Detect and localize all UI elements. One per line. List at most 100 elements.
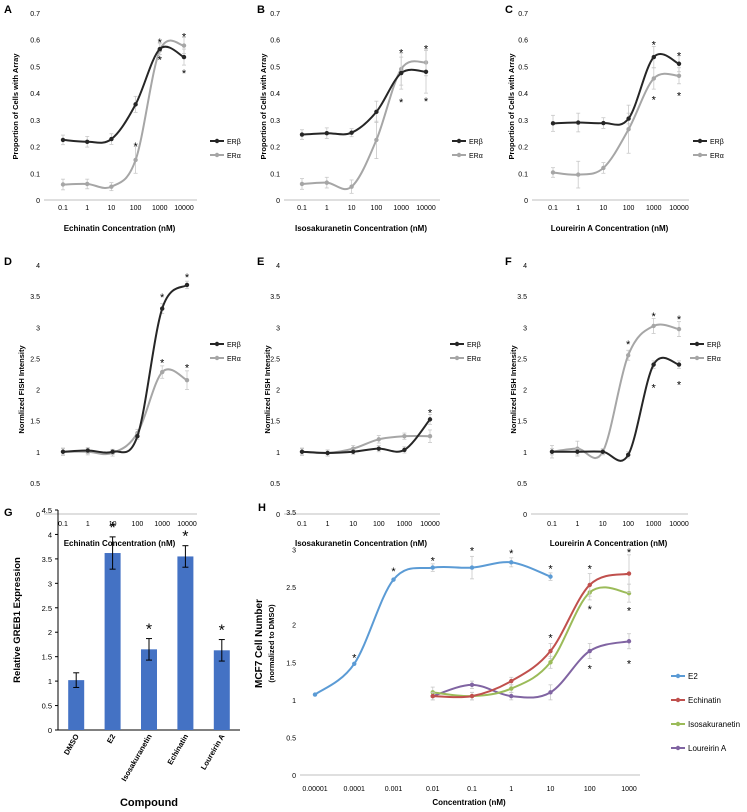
significance-mark: * <box>431 555 436 567</box>
bar <box>68 680 85 730</box>
y-tick-label: 2.5 <box>286 585 296 592</box>
x-tick-label: 10 <box>108 205 116 212</box>
data-point <box>184 282 190 288</box>
y-tick-label: 0.5 <box>30 64 40 71</box>
y-axis-title: Normlized FISH Intensity <box>263 345 272 434</box>
data-point <box>427 433 433 439</box>
x-axis-title: Echinatin Concentration (nM) <box>64 224 176 233</box>
series-line-Isosakuranetin <box>432 586 630 698</box>
series-line-ERα <box>551 323 680 459</box>
y-axis-title: Normlized FISH Intensity <box>17 345 26 434</box>
y-tick-label: 0.5 <box>517 481 527 488</box>
x-tick-label: 100 <box>584 786 596 793</box>
legend-label: ERβ <box>467 342 481 349</box>
data-point <box>60 137 66 143</box>
significance-mark: * <box>133 141 138 153</box>
y-tick-label: 0.6 <box>30 38 40 45</box>
panel-label-B: B <box>257 4 265 16</box>
x-tick-label: 1000 <box>152 205 168 212</box>
significance-mark: * <box>182 32 187 44</box>
data-point <box>325 450 330 456</box>
data-point <box>600 449 605 454</box>
legend-label: ERβ <box>469 139 483 146</box>
significance-mark: * <box>428 407 433 419</box>
data-point <box>548 690 553 695</box>
panel-D: D 0 0.5 1 1.5 2 2.5 3 3.5 4 0.1 1 10 100 1000 10000 Echi… <box>4 256 241 548</box>
data-point <box>651 362 656 367</box>
x-tick-label: 10000 <box>416 205 436 212</box>
x-tick-label: 10000 <box>669 521 689 528</box>
significance-mark: * <box>509 548 514 560</box>
significance-mark: * <box>185 272 190 284</box>
data-point <box>299 132 305 137</box>
significance-mark: * <box>651 311 656 323</box>
significance-mark: * <box>352 652 357 664</box>
data-point <box>676 61 682 66</box>
x-tick-label: 100 <box>623 205 635 212</box>
y-tick-label: 0.3 <box>270 118 280 125</box>
data-point <box>587 582 592 588</box>
data-point <box>324 180 329 185</box>
y-axis-subtitle: (normalized to DMSO) <box>267 604 276 683</box>
x-tick-label: 100 <box>373 521 385 528</box>
significance-mark: * <box>158 37 163 49</box>
significance-mark: * <box>677 314 682 326</box>
data-point <box>430 693 435 699</box>
data-point <box>423 69 429 74</box>
y-tick-label: 4 <box>276 263 280 270</box>
y-tick-label: 3 <box>48 579 52 588</box>
data-point <box>157 46 162 52</box>
x-tick-label: 10000 <box>669 205 689 212</box>
x-tick-label: 0.01 <box>426 786 440 793</box>
data-point <box>349 130 354 135</box>
x-tick-label: 10 <box>547 786 555 793</box>
series-line-ERα <box>62 39 185 189</box>
x-axis-title: Loureirin A Concentration (nM) <box>550 539 668 548</box>
y-tick-label: 4 <box>36 263 40 270</box>
x-tick-label: 1000 <box>621 786 637 793</box>
data-point <box>626 452 631 458</box>
data-point <box>133 157 138 163</box>
y-axis-title: Proportion of Cells with Array <box>11 53 20 160</box>
data-point <box>352 661 357 666</box>
data-point <box>181 54 187 60</box>
y-tick-label: 1.5 <box>30 419 40 426</box>
x-tick-label: 10 <box>349 521 357 528</box>
x-axis-title: Compound <box>120 797 178 809</box>
data-point <box>85 139 90 144</box>
data-point <box>430 565 435 570</box>
panel-H: H 0 0.5 1 1.5 2 2.5 3 3.5 0.00001 0.0001 0.001 0.01 0… <box>254 502 740 807</box>
y-tick-label: 2 <box>36 388 40 395</box>
x-tick-label: 0.0001 <box>344 786 366 793</box>
x-tick-label: 1 <box>85 205 89 212</box>
y-tick-label: 0.5 <box>42 702 52 711</box>
x-tick-label: 0.1 <box>297 205 307 212</box>
x-tick-label: Echinatin <box>165 732 190 766</box>
data-point <box>626 353 631 358</box>
significance-mark: * <box>588 664 593 676</box>
y-tick-label: 1 <box>523 450 527 457</box>
x-tick-label: 1000 <box>646 205 662 212</box>
y-tick-label: 3 <box>292 548 296 555</box>
y-tick-label: 0.7 <box>518 11 528 18</box>
data-point <box>509 678 514 684</box>
x-tick-label: 1 <box>326 521 330 528</box>
y-tick-label: 0.1 <box>518 171 528 178</box>
panel-G: G 0 0.5 1 1.5 2 2.5 3 3.5 4 4.5 DMSO * E2 * Isosakurane… <box>4 506 240 809</box>
y-tick-label: 2.5 <box>270 356 280 363</box>
data-point <box>469 565 475 570</box>
y-tick-label: 0.7 <box>270 11 280 18</box>
significance-mark: * <box>424 96 429 108</box>
x-tick-label: 1000 <box>393 205 409 212</box>
y-axis-title: Proportion of Cells with Array <box>259 53 268 160</box>
y-tick-label: 0.5 <box>518 64 528 71</box>
x-tick-label: 100 <box>622 521 634 528</box>
significance-mark: * <box>391 566 396 578</box>
y-tick-label: 0.2 <box>270 145 280 152</box>
y-axis-title: Proportion of Cells with Array <box>507 53 516 160</box>
data-point <box>651 323 656 329</box>
legend-marker <box>694 355 700 361</box>
data-point <box>85 181 90 187</box>
x-tick-label: 1 <box>509 786 513 793</box>
